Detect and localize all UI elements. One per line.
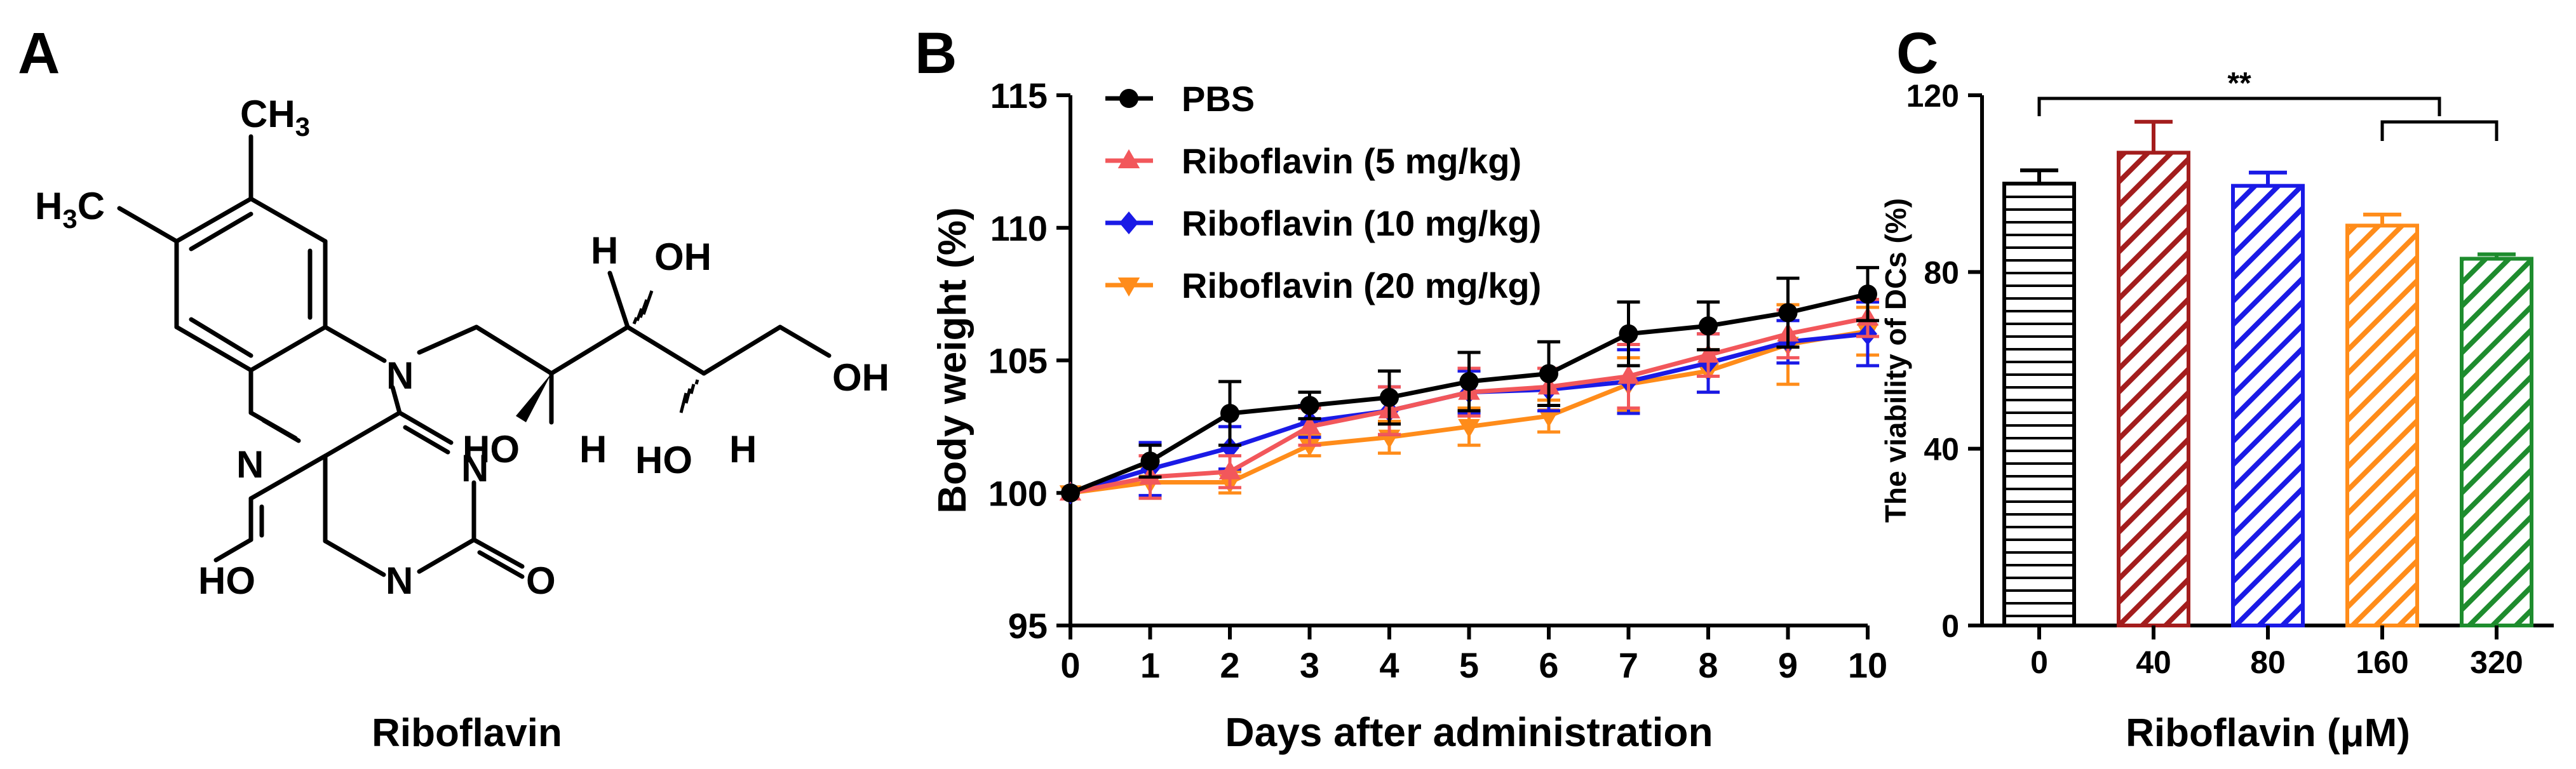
x-tick-label: 0 — [1060, 645, 1080, 685]
data-point — [1617, 364, 1640, 384]
atom-oh1: OH — [654, 236, 711, 278]
x-tick-label: 9 — [1778, 645, 1798, 685]
atom-h3c: H3C — [35, 185, 105, 234]
x-tick-label: 160 — [2356, 645, 2408, 680]
x-tick-label: 0 — [2030, 645, 2048, 680]
atom-n10: N — [386, 354, 414, 397]
data-point — [1140, 451, 1160, 471]
data-point — [1300, 396, 1319, 415]
significance-bracket — [2037, 97, 2441, 116]
x-tick-label: 5 — [1459, 645, 1479, 685]
atom-h1: H — [591, 229, 618, 272]
data-point — [1778, 303, 1798, 323]
x-tick-label: 2 — [1220, 645, 1239, 685]
bar — [2460, 257, 2533, 628]
y-tick-label: 105 — [988, 341, 1048, 381]
data-point — [1119, 89, 1138, 108]
panel-c-letter: C — [1896, 21, 1938, 86]
bar — [2002, 182, 2076, 627]
atom-h3: H — [729, 428, 757, 471]
data-point — [1459, 371, 1479, 391]
y-tick-label: 115 — [990, 76, 1048, 116]
y-tick-label: 40 — [1924, 432, 1959, 467]
atom-n3: N — [386, 559, 413, 602]
data-point — [1220, 404, 1239, 423]
riboflavin-structure — [117, 134, 832, 579]
data-point — [1697, 344, 1720, 363]
data-point — [1619, 324, 1638, 344]
legend-label: Riboflavin (5 mg/kg) — [1182, 141, 1521, 181]
panel-b-letter: B — [915, 21, 957, 86]
atom-labels: CH3 H3C N N N N HO O H OH OH HO H HO H — [35, 93, 889, 602]
x-axis-label: Riboflavin (μM) — [2126, 711, 2410, 755]
data-point — [1539, 364, 1558, 384]
panel-a-caption: Riboflavin — [372, 711, 562, 755]
atom-ho-mid: HO — [462, 428, 520, 471]
x-tick-label: 10 — [1848, 645, 1887, 685]
x-tick-label: 80 — [2250, 645, 2286, 680]
legend-label: PBS — [1182, 79, 1255, 119]
legend-label: Riboflavin (20 mg/kg) — [1182, 265, 1541, 305]
atom-oh-right: OH — [832, 356, 889, 399]
atom-ho-mid2: HO — [635, 439, 692, 481]
dc-viability-chart: 0 40 80 120 0 40 80 160 320 ** Riboflavin (μM) The … — [1879, 67, 2554, 755]
x-tick-label: 8 — [1698, 645, 1718, 685]
data-point — [1298, 415, 1321, 434]
data-point — [1699, 316, 1718, 336]
y-tick-label: 95 — [1008, 606, 1048, 646]
x-tick-label: 3 — [1300, 645, 1319, 685]
panel-a-letter: A — [18, 21, 60, 86]
bar — [2117, 150, 2190, 628]
significance-bracket — [2380, 120, 2498, 141]
y-axis-label: The viability of DCs (%) — [1879, 198, 1912, 523]
x-tick-label: 40 — [2136, 645, 2171, 680]
bar — [2231, 184, 2305, 628]
y-axis-label: Body weight (%) — [931, 207, 974, 513]
hash-bonds — [632, 290, 699, 413]
x-tick-label: 7 — [1619, 645, 1638, 685]
y-tick-label: 80 — [1924, 255, 1959, 290]
y-tick-label: 100 — [988, 473, 1048, 513]
atom-h2: H — [579, 428, 607, 471]
y-tick-label: 110 — [990, 208, 1048, 248]
series-0 — [1061, 265, 1879, 503]
bar — [2345, 224, 2419, 628]
significance-label: ** — [2227, 67, 2251, 100]
data-point — [1119, 211, 1138, 234]
x-tick-label: 320 — [2470, 645, 2523, 680]
atom-ch3: CH3 — [240, 93, 310, 142]
atom-o-bottom: O — [526, 559, 556, 602]
panel-a: A — [18, 21, 889, 755]
data-point — [1117, 278, 1140, 297]
y-tick-label: 0 — [1941, 608, 1959, 644]
data-point — [1858, 284, 1877, 304]
panel-c: C 0 40 80 120 0 40 80 160 320 ** Riboflavin (μM) Th… — [1879, 21, 2554, 755]
data-point — [1061, 483, 1080, 503]
data-point — [1380, 387, 1399, 407]
x-tick-label: 1 — [1140, 645, 1160, 685]
x-axis-label: Days after administration — [1225, 709, 1713, 755]
data-point — [1218, 460, 1241, 479]
atom-ho-bottom: HO — [198, 559, 255, 602]
data-point — [1117, 149, 1140, 168]
data-point — [1537, 408, 1560, 428]
legend-label: Riboflavin (10 mg/kg) — [1182, 203, 1541, 243]
wedge-bond — [516, 373, 551, 422]
data-point — [1298, 438, 1321, 457]
data-point — [1220, 436, 1239, 460]
y-tick-label: 120 — [1906, 78, 1959, 114]
panel-b: B 95 100 105 110 115 0 1 2 3 4 5 6 7 8 9 10 Days after a… — [915, 21, 1887, 755]
data-point — [1458, 418, 1480, 438]
x-tick-label: 6 — [1539, 645, 1558, 685]
atom-n5: N — [236, 443, 264, 486]
body-weight-chart: 95 100 105 110 115 0 1 2 3 4 5 6 7 8 9 10 Days after adm… — [931, 76, 1887, 755]
x-tick-label: 4 — [1379, 645, 1399, 685]
atom-n1: N — [461, 447, 489, 490]
